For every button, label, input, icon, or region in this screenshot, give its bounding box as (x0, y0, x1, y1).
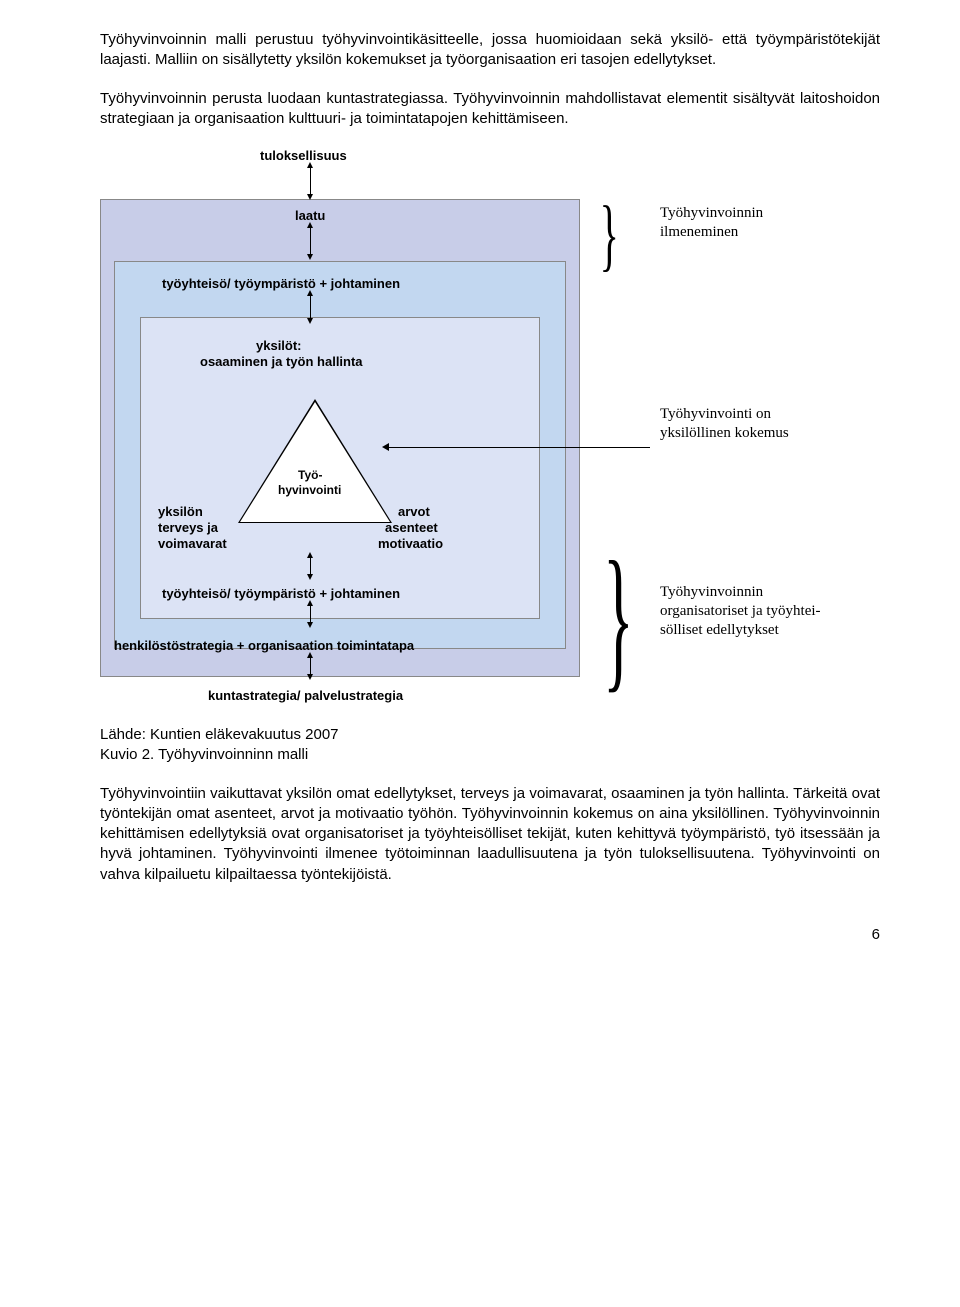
side-label-2: Työhyvinvointi on yksilöllinen kokemus (660, 405, 789, 443)
body-paragraph: Työhyvinvointiin vaikuttavat yksilön oma… (100, 784, 880, 885)
intro-paragraph-2: Työhyvinvoinnin perusta luodaan kuntastr… (100, 89, 880, 130)
label-right-2: asenteet (385, 519, 438, 537)
arrow-yht2-henk (310, 605, 311, 623)
side3-l2: organisatoriset ja työyhtei- (660, 603, 821, 619)
label-tyo-1: Työ- (298, 467, 322, 483)
tyohyvinvointi-diagram: tuloksellisuus laatu työyhteisö/ työympä… (100, 147, 880, 707)
label-left-2: terveys ja (158, 519, 218, 537)
label-tyoyhteiso2: työyhteisö/ työympäristö + johtaminen (162, 585, 400, 603)
brace-2: } (603, 537, 634, 697)
page-number: 6 (100, 925, 880, 945)
source-line-1: Lähde: Kuntien eläkevakuutus 2007 (100, 725, 880, 745)
arrow-tri-yht2 (310, 557, 311, 575)
label-yksilot-1: yksilöt: (256, 337, 302, 355)
arrow-yht-inner (310, 295, 311, 319)
label-right-3: motivaatio (378, 535, 443, 553)
arrow-henk-kunta (310, 657, 311, 675)
intro-paragraph-1: Työhyvinvoinnin malli perustuu työhyvinv… (100, 30, 880, 71)
label-tyoyhteiso1: työyhteisö/ työympäristö + johtaminen (162, 275, 400, 293)
label-henkstrat: henkilöstöstrategia + organisaation toim… (114, 637, 414, 655)
triangle (240, 402, 390, 522)
label-tuloksellisuus: tuloksellisuus (260, 147, 347, 165)
side3-l3: sölliset edellytykset (660, 622, 779, 638)
side2-l1: Työhyvinvointi on (660, 406, 771, 422)
side1-l2: ilmeneminen (660, 224, 738, 240)
side-label-1: Työhyvinvoinnin ilmeneminen (660, 204, 763, 242)
label-tyo-2: hyvinvointi (278, 482, 341, 498)
brace-1: } (600, 195, 619, 275)
arrow-laatu-yht (310, 227, 311, 255)
label-left-1: yksilön (158, 503, 203, 521)
source-line-2: Kuvio 2. Työhyvinvoinninn malli (100, 745, 880, 765)
side1-l1: Työhyvinvoinnin (660, 205, 763, 221)
label-yksilot-2: osaaminen ja työn hallinta (200, 353, 363, 371)
arrow-to-triangle (388, 447, 650, 448)
label-left-3: voimavarat (158, 535, 227, 553)
label-right-1: arvot (398, 503, 430, 521)
arrow-tulok-laatu (310, 167, 311, 195)
side2-l2: yksilöllinen kokemus (660, 425, 789, 441)
label-kunta: kuntastrategia/ palvelustrategia (208, 687, 403, 705)
side-label-3: Työhyvinvoinnin organisatoriset ja työyh… (660, 583, 821, 639)
side3-l1: Työhyvinvoinnin (660, 584, 763, 600)
